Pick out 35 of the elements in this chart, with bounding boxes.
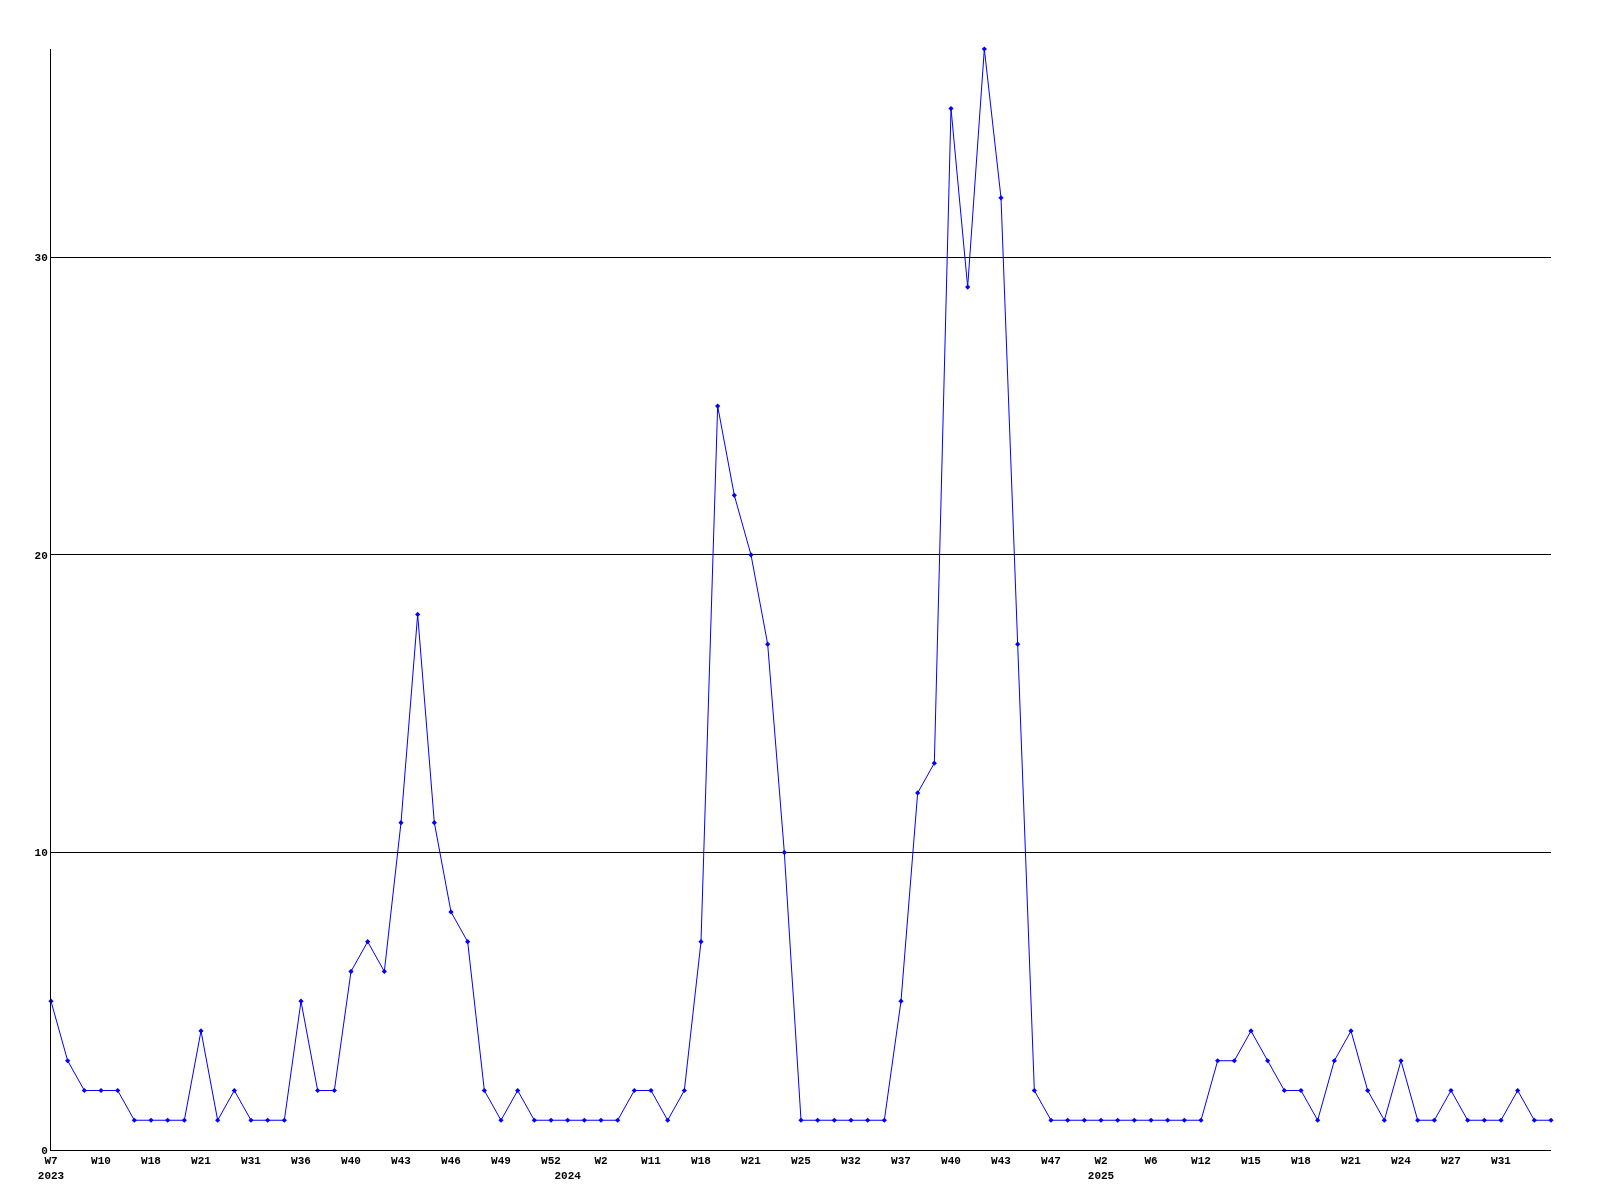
x-tick-label: W18 bbox=[1291, 1155, 1312, 1168]
x-tick-label: W21 bbox=[741, 1155, 762, 1168]
x-tick-label: W2 2025 bbox=[1087, 1155, 1115, 1182]
x-tick-label: W18 bbox=[691, 1155, 712, 1168]
y-tick-label: 10 bbox=[34, 847, 48, 860]
x-tick-label: W21 bbox=[191, 1155, 212, 1168]
x-tick-label: W31 bbox=[1491, 1155, 1512, 1168]
y-tick-label: 20 bbox=[34, 549, 48, 562]
x-tick-label: W46 bbox=[441, 1155, 461, 1168]
x-tick-label: W21 bbox=[1341, 1155, 1362, 1168]
x-tick-label: 2024 bbox=[554, 1169, 582, 1182]
x-tick-label: W36 bbox=[291, 1155, 311, 1168]
x-tick-label: W18 bbox=[141, 1155, 162, 1168]
x-tick-label: W10 bbox=[91, 1155, 111, 1168]
x-tick-label: W32 bbox=[841, 1155, 861, 1168]
y-tick-label: 30 bbox=[34, 252, 48, 265]
x-tick-label: W24 bbox=[1391, 1155, 1412, 1168]
x-tick-label: W2 bbox=[594, 1155, 608, 1168]
x-tick-label: W7 2023 bbox=[37, 1155, 65, 1182]
x-tick-label: W37 bbox=[891, 1155, 911, 1168]
x-tick-label: W11 bbox=[641, 1155, 662, 1168]
x-tick-label: W49 bbox=[491, 1155, 511, 1168]
x-tick-label: W52 bbox=[541, 1155, 561, 1168]
x-tick-label: W43 bbox=[391, 1155, 412, 1168]
x-tick-label: W6 bbox=[1144, 1155, 1158, 1168]
x-tick-label: W40 bbox=[941, 1155, 961, 1168]
x-tick-label: W12 bbox=[1191, 1155, 1211, 1168]
x-tick-label: W43 bbox=[991, 1155, 1012, 1168]
x-tick-label: W15 bbox=[1241, 1155, 1262, 1168]
x-tick-label: W31 bbox=[241, 1155, 262, 1168]
x-tick-label: W25 bbox=[791, 1155, 812, 1168]
y-tick-label: 0 bbox=[41, 1144, 48, 1157]
x-tick-label: W27 bbox=[1441, 1155, 1461, 1168]
x-tick-label: W40 bbox=[341, 1155, 361, 1168]
x-tick-label: W47 bbox=[1041, 1155, 1061, 1168]
